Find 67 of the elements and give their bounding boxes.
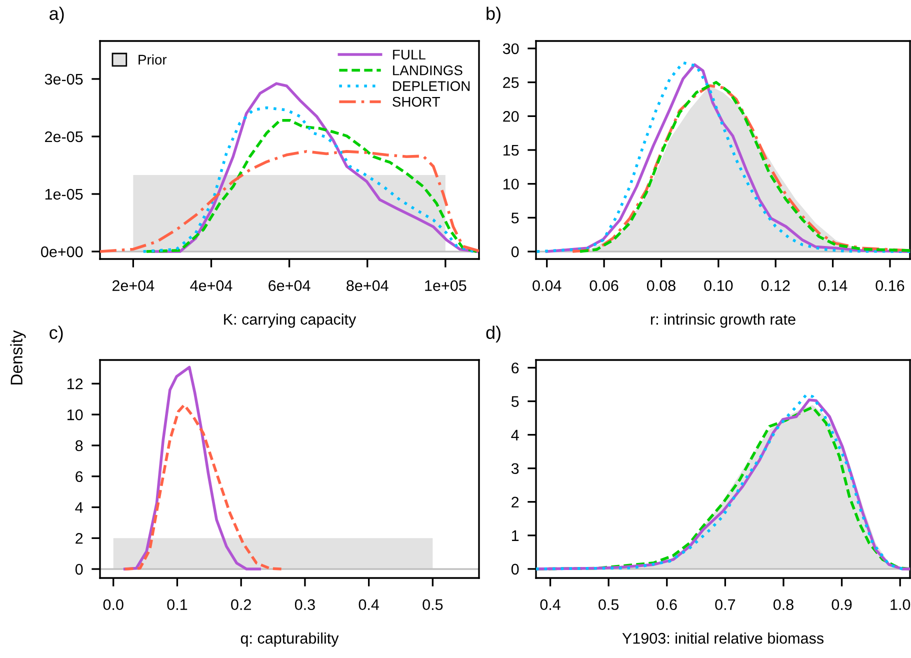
x-tick-label: 8e+04 <box>346 280 388 292</box>
legend-label: SHORT <box>392 96 440 107</box>
x-tick-label: 0.4 <box>358 599 379 610</box>
x-tick-label: 0.9 <box>832 599 852 610</box>
legend-label: Prior <box>138 54 167 65</box>
x-tick-label: 0.8 <box>773 599 794 610</box>
legend-label: FULL <box>393 50 426 60</box>
y-tick-label: 0 <box>511 246 519 258</box>
y-tick-label: 1 <box>512 530 519 541</box>
y-tick-label: 3e-05 <box>44 74 83 85</box>
line-series <box>123 366 261 570</box>
chart-title: a) <box>50 6 64 24</box>
legend-label: LANDINGS <box>393 65 462 76</box>
x-tick-label: 0.0 <box>103 599 124 610</box>
x-axis-title: Y1903: initial relative biomass <box>622 632 824 644</box>
x-tick-label: 0.06 <box>590 280 618 292</box>
x-axis-title: r: intrinsic growth rate <box>651 314 796 328</box>
x-tick-label: 1e+05 <box>425 280 466 292</box>
line-series <box>123 404 283 570</box>
y-axis-title: Density <box>10 330 26 384</box>
x-tick-label: 6e+04 <box>268 280 310 292</box>
x-tick-label: 0.7 <box>715 599 736 610</box>
chart-title: b) <box>486 6 500 24</box>
x-tick-label: 0.2 <box>231 599 251 610</box>
y-tick-label: 8 <box>76 440 83 452</box>
y-tick-label: 10 <box>504 178 519 190</box>
x-axis-title: K: carrying capacity <box>224 314 356 328</box>
x-tick-label: 0.5 <box>422 599 443 610</box>
y-tick-label: 0 <box>511 564 519 575</box>
y-tick-label: 5 <box>511 396 519 407</box>
y-tick-label: 15 <box>504 145 519 156</box>
y-tick-label: 10 <box>68 409 83 420</box>
y-tick-label: 2 <box>76 533 83 544</box>
y-tick-label: 0 <box>75 564 83 575</box>
x-tick-label: 0.6 <box>656 599 677 610</box>
y-tick-label: 4 <box>511 430 519 440</box>
y-tick-label: 2e-05 <box>45 131 83 142</box>
x-axis-title: q: capturability <box>240 632 339 647</box>
y-tick-label: 6 <box>512 362 519 374</box>
x-tick-label: 0.14 <box>818 280 848 292</box>
x-tick-label: 0.16 <box>876 280 904 292</box>
x-tick-label: 1.0 <box>890 599 910 610</box>
y-tick-label: 5 <box>511 212 519 224</box>
y-tick-label: 3 <box>511 463 519 474</box>
chart-title: d) <box>486 326 500 343</box>
x-tick-label: 0.10 <box>704 280 733 292</box>
y-tick-label: 6 <box>76 471 83 482</box>
x-tick-label: 0.3 <box>294 599 315 610</box>
x-tick-label: 0.08 <box>646 280 676 292</box>
x-tick-label: 2e+04 <box>112 280 154 292</box>
x-tick-label: 0.5 <box>598 599 619 610</box>
x-tick-label: 0.12 <box>761 280 790 292</box>
y-tick-label: 20 <box>503 111 519 122</box>
x-tick-label: 4e+04 <box>190 280 232 292</box>
y-tick-label: 30 <box>502 43 519 54</box>
chart-title: c) <box>50 326 63 343</box>
y-tick-label: 1e-05 <box>45 188 83 200</box>
y-tick-label: 25 <box>503 77 519 88</box>
y-tick-label: 4 <box>75 502 83 513</box>
y-tick-label: 12 <box>68 378 83 390</box>
y-tick-label: 2 <box>512 496 519 508</box>
x-tick-label: 0.04 <box>532 280 562 292</box>
line-series <box>100 150 479 253</box>
x-tick-label: 0.4 <box>540 599 560 610</box>
legend-label: DEPLETION <box>393 81 470 91</box>
y-tick-label: 0e+00 <box>41 246 83 258</box>
x-tick-label: 0.1 <box>167 599 188 610</box>
